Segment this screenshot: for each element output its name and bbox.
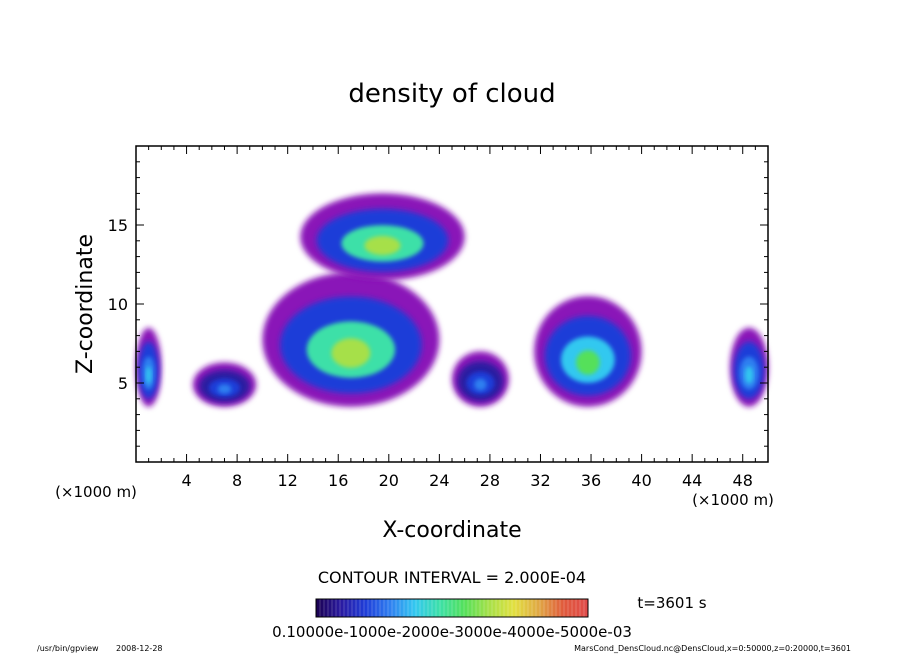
cloud-region-peak bbox=[744, 366, 754, 384]
time-label: t=3601 s bbox=[637, 594, 706, 612]
x-axis-unit-right: (×1000 m) bbox=[692, 491, 774, 509]
x-tick-label: 20 bbox=[379, 471, 399, 490]
cloud-region-peak bbox=[364, 235, 401, 256]
y-axis-label: Z-coordinate bbox=[73, 234, 98, 374]
colorbar-frame bbox=[315, 598, 589, 618]
colorbar-contour-lines bbox=[319, 599, 585, 617]
footer-date: 2008-12-28 bbox=[116, 644, 163, 653]
footer-source: MarsCond_DensCloud.nc@DensCloud,x=0:5000… bbox=[574, 644, 851, 653]
cloud-region-peak bbox=[331, 338, 371, 368]
x-tick-label: 32 bbox=[530, 471, 550, 490]
x-tick-label: 44 bbox=[682, 471, 702, 490]
x-tick-label: 24 bbox=[429, 471, 449, 490]
x-tick-label: 4 bbox=[181, 471, 191, 490]
colorbar bbox=[315, 598, 589, 618]
contour-interval-text: CONTOUR INTERVAL = 2.000E-04 bbox=[318, 568, 586, 587]
x-axis-unit-left: (×1000 m) bbox=[55, 483, 137, 501]
footer-program: /usr/bin/gpview bbox=[37, 644, 99, 653]
x-tick-label: 40 bbox=[631, 471, 651, 490]
x-axis-ticks: 4 8 12 16 20 24 28 32 36 40 44 48 bbox=[148, 146, 756, 490]
x-tick-label: 36 bbox=[581, 471, 601, 490]
y-tick-label: 15 bbox=[108, 216, 128, 235]
y-axis-ticks: 5 10 15 bbox=[108, 161, 768, 447]
cloud-region-peak bbox=[576, 350, 600, 375]
x-tick-label: 28 bbox=[480, 471, 500, 490]
x-axis-label: X-coordinate bbox=[382, 518, 521, 543]
chart-title: density of cloud bbox=[348, 79, 555, 109]
cloud-density-field bbox=[136, 193, 768, 407]
x-tick-label: 8 bbox=[232, 471, 242, 490]
x-tick-label: 48 bbox=[733, 471, 753, 490]
x-tick-label: 12 bbox=[278, 471, 298, 490]
plot-frame bbox=[135, 145, 769, 463]
y-tick-label: 5 bbox=[118, 374, 128, 393]
colorbar-labels: 0.10000e-1000e-2000e-3000e-4000e-5000e-0… bbox=[272, 623, 632, 641]
cloud-region-peak bbox=[474, 378, 487, 391]
colorbar-fill bbox=[316, 599, 588, 617]
cloud-region-peak bbox=[145, 366, 152, 384]
x-tick-label: 16 bbox=[328, 471, 348, 490]
y-tick-label: 10 bbox=[108, 295, 128, 314]
cloud-region-peak bbox=[217, 384, 232, 394]
